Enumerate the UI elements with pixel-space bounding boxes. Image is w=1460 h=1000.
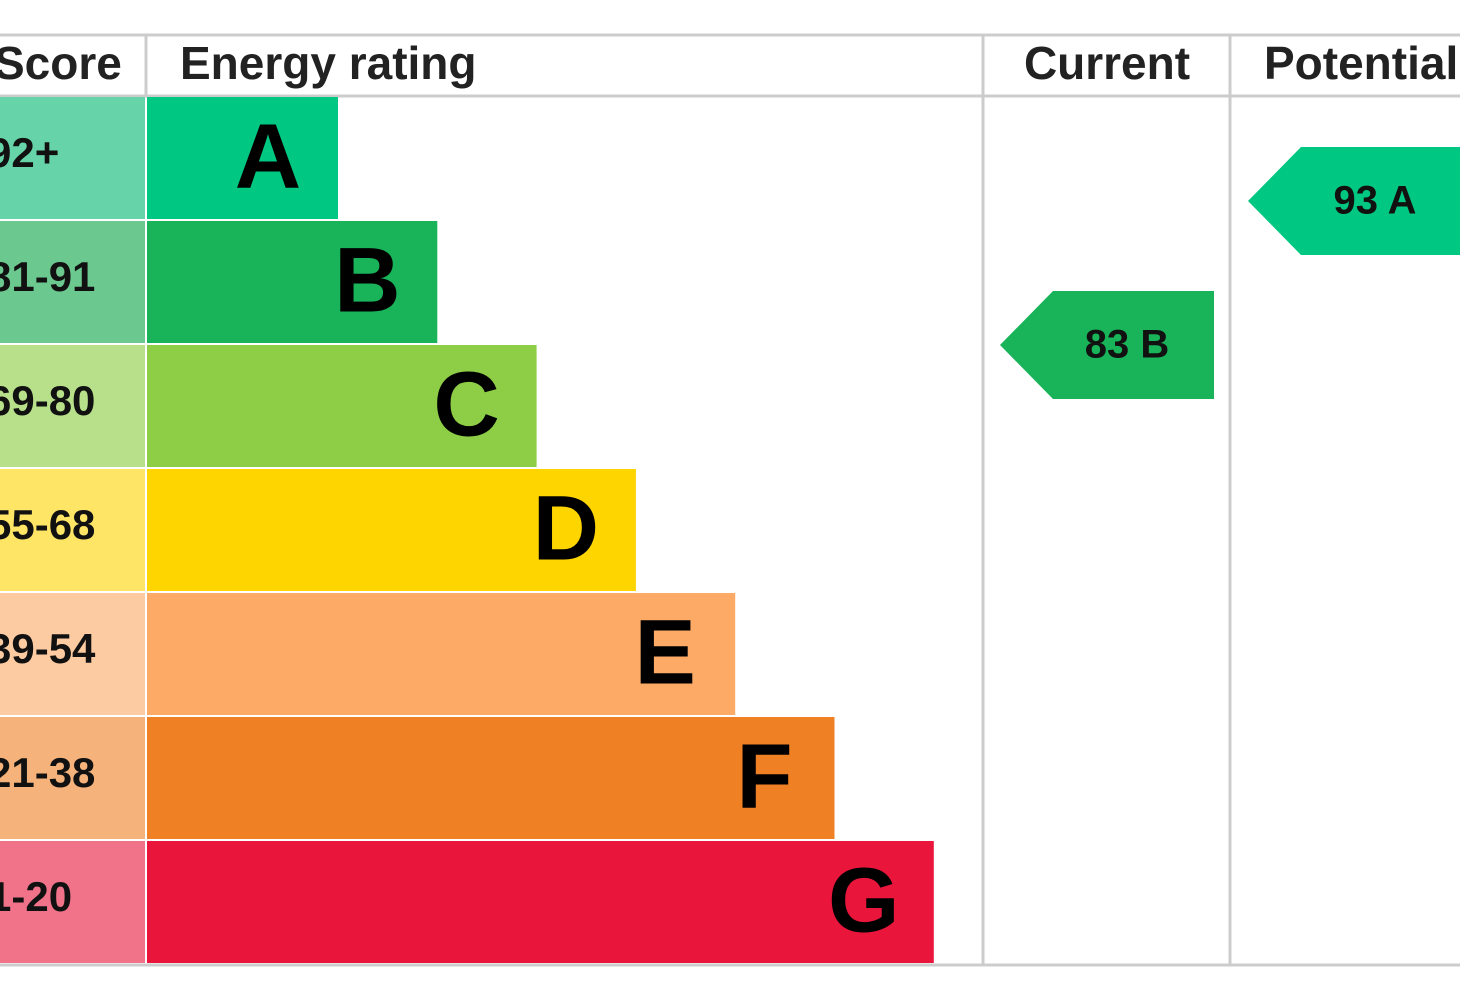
potential-label: 93 A <box>1333 179 1416 223</box>
score-range: 39-54 <box>0 625 96 672</box>
rating-letter: G <box>828 849 900 951</box>
potential-header: Potential <box>1264 37 1458 89</box>
score-range: 55-68 <box>0 501 95 548</box>
score-range: 1-20 <box>0 873 72 920</box>
rating-letter: F <box>736 725 792 827</box>
potential-arrow <box>1248 147 1460 255</box>
score-range: 92+ <box>0 129 59 176</box>
current-arrow <box>1000 291 1214 399</box>
score-cell <box>0 97 145 219</box>
score-cell <box>0 717 145 839</box>
rating-bar <box>147 717 835 839</box>
rating-bar <box>147 345 537 467</box>
score-cell <box>0 345 145 467</box>
rating-letter: A <box>235 105 301 207</box>
score-header: Score <box>0 37 122 89</box>
score-range: 21-38 <box>0 749 95 796</box>
current-label: 83 B <box>1085 323 1170 367</box>
rating-letter: B <box>334 229 400 331</box>
rating-header: Energy rating <box>180 37 477 89</box>
score-range: 69-80 <box>0 377 95 424</box>
current-header: Current <box>1024 37 1190 89</box>
rating-letter: C <box>433 353 499 455</box>
rating-bar <box>147 469 636 591</box>
score-cell <box>0 469 145 591</box>
rating-bar <box>147 841 934 963</box>
rating-letter: D <box>533 477 599 579</box>
score-cell <box>0 841 145 963</box>
rating-bar <box>147 97 338 219</box>
score-cell <box>0 221 145 343</box>
score-cell <box>0 593 145 715</box>
rating-bar <box>147 593 736 715</box>
score-range: 81-91 <box>0 253 95 300</box>
rating-letter: E <box>635 601 696 703</box>
rating-bar <box>147 221 438 343</box>
